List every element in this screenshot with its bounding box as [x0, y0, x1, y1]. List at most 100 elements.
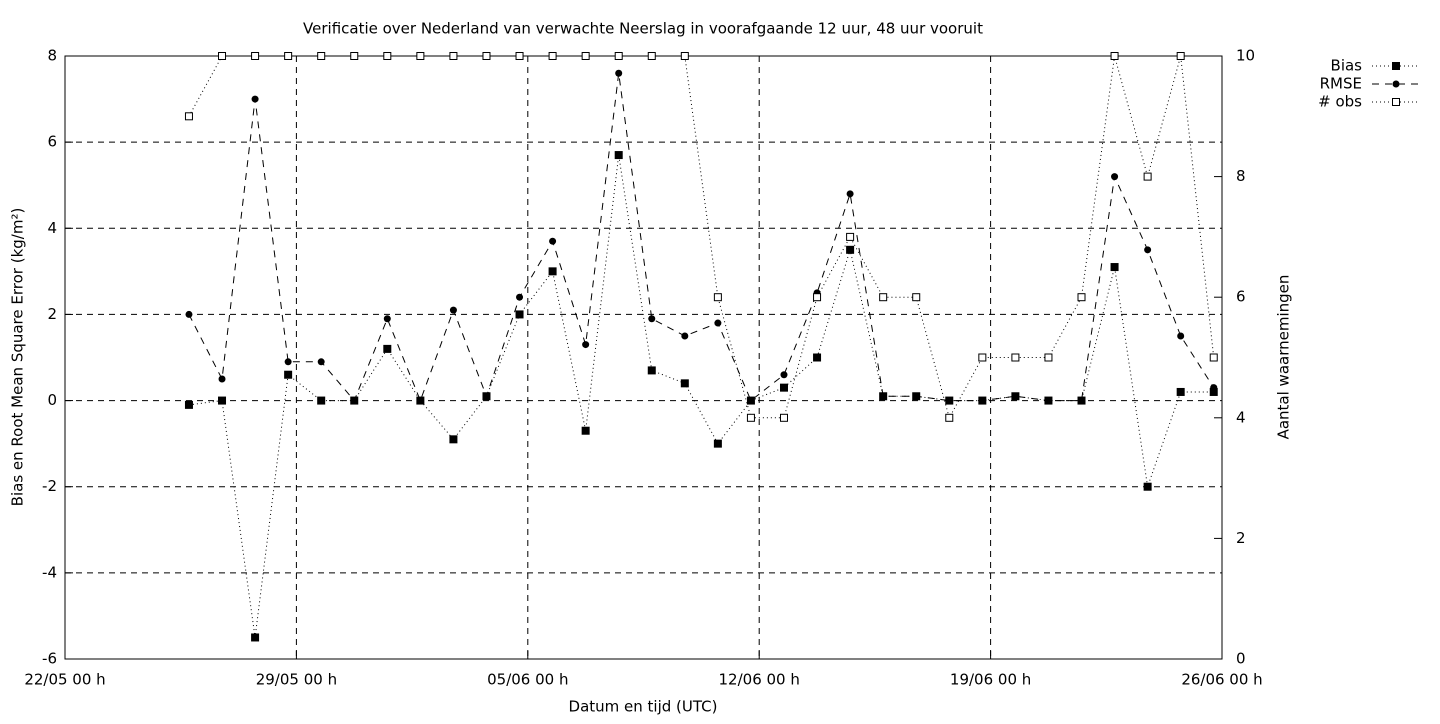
y2-tick-label: 0	[1236, 650, 1246, 668]
marker	[548, 52, 557, 60]
legend-marker	[1392, 80, 1400, 88]
marker	[317, 396, 326, 405]
marker	[218, 52, 227, 60]
marker	[1011, 353, 1020, 362]
marker	[879, 293, 888, 302]
marker	[383, 344, 392, 353]
marker	[218, 396, 227, 405]
marker	[350, 397, 358, 405]
legend-marker	[1392, 62, 1400, 70]
marker	[681, 332, 689, 340]
series-line	[188, 73, 1215, 402]
marker	[383, 315, 391, 323]
marker	[945, 413, 954, 422]
marker	[647, 366, 656, 375]
marker	[350, 52, 359, 60]
y-tick-label: -4	[42, 563, 57, 581]
x-tick-label: 12/06 00 h	[719, 671, 800, 689]
marker	[581, 426, 590, 435]
y-tick-label: 8	[47, 47, 57, 65]
marker	[416, 397, 424, 405]
marker	[912, 293, 921, 302]
marker	[449, 52, 458, 60]
plot-frame	[64, 55, 1223, 660]
marker	[317, 358, 325, 366]
marker	[713, 293, 722, 302]
marker	[251, 52, 260, 60]
marker	[549, 237, 557, 245]
marker	[251, 95, 259, 103]
marker	[945, 397, 953, 405]
marker	[482, 392, 490, 400]
marker	[846, 245, 855, 254]
x-tick-label: 29/05 00 h	[256, 671, 337, 689]
marker	[184, 400, 193, 409]
y2-tick-label: 4	[1236, 408, 1246, 426]
marker	[746, 413, 755, 422]
marker	[978, 353, 987, 362]
marker	[713, 439, 722, 448]
y2-axis-label: Aantal waarnemingen	[1275, 275, 1293, 440]
x-axis-label: Datum en tijd (UTC)	[569, 698, 718, 716]
marker	[251, 633, 260, 642]
marker	[1177, 332, 1185, 340]
y2-tick-label: 6	[1236, 288, 1246, 306]
marker	[978, 397, 986, 405]
marker	[912, 392, 920, 400]
marker	[1143, 482, 1152, 491]
marker	[846, 232, 855, 241]
legend-label: RMSE	[1320, 75, 1362, 93]
marker	[779, 383, 788, 392]
y-tick-label: 0	[47, 391, 57, 409]
marker	[1110, 263, 1119, 272]
marker	[747, 397, 755, 405]
marker	[813, 293, 822, 302]
marker	[846, 190, 854, 198]
marker	[515, 310, 524, 319]
y-tick-label: -2	[42, 477, 57, 495]
marker	[1143, 172, 1152, 181]
marker	[185, 310, 193, 318]
marker	[582, 341, 590, 349]
marker	[1110, 52, 1119, 60]
marker	[416, 52, 425, 60]
y2-tick-label: 8	[1236, 167, 1246, 185]
marker	[515, 52, 524, 60]
marker	[680, 52, 689, 60]
marker	[647, 52, 656, 60]
y2-tick-label: 10	[1236, 47, 1255, 65]
legend-label: Bias	[1331, 57, 1363, 75]
marker	[879, 392, 887, 400]
marker	[383, 52, 392, 60]
marker	[614, 52, 623, 60]
marker	[516, 293, 524, 301]
marker	[482, 52, 491, 60]
marker	[1078, 397, 1086, 405]
marker	[284, 52, 293, 60]
marker	[813, 353, 822, 362]
y-axis-label: Bias en Root Mean Square Error (kg/m²)	[9, 208, 27, 507]
marker	[548, 267, 557, 276]
x-tick-label: 26/06 00 h	[1181, 671, 1262, 689]
marker	[449, 435, 458, 444]
legend-label: # obs	[1318, 93, 1362, 111]
marker	[1144, 246, 1152, 254]
marker	[1044, 397, 1052, 405]
marker	[714, 319, 722, 327]
marker	[1111, 173, 1119, 181]
chart-title: Verificatie over Nederland van verwachte…	[303, 20, 983, 38]
x-tick-label: 22/05 00 h	[24, 671, 105, 689]
marker	[615, 69, 623, 77]
marker	[317, 52, 326, 60]
marker	[1176, 52, 1185, 60]
marker	[779, 413, 788, 422]
marker	[184, 112, 193, 121]
marker	[1209, 353, 1218, 362]
marker	[218, 375, 226, 383]
marker	[449, 306, 457, 314]
marker	[648, 315, 656, 323]
marker	[1011, 392, 1019, 400]
marker	[780, 371, 788, 379]
